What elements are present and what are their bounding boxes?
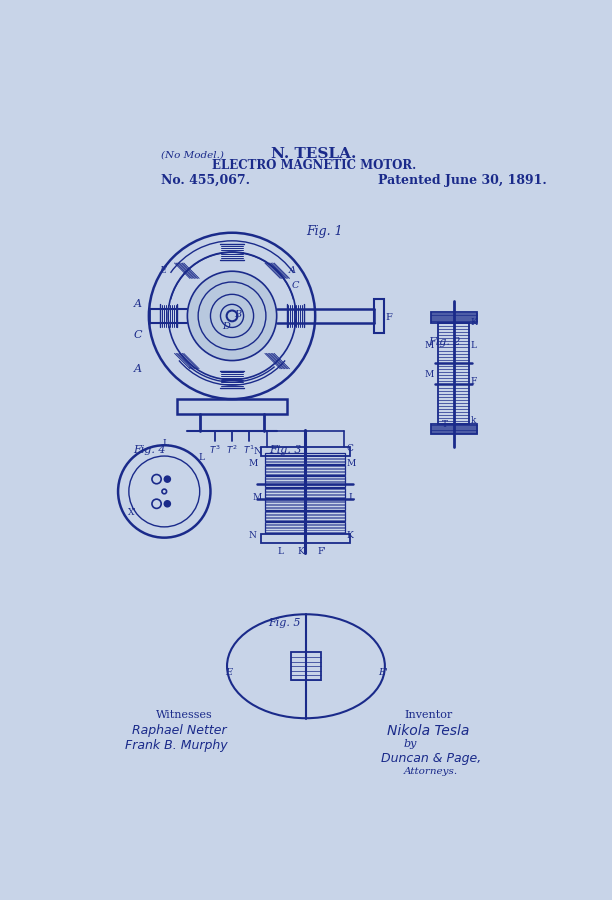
Text: E: E [225,668,233,677]
Text: M: M [248,459,258,468]
Text: Fig. 3: Fig. 3 [269,446,302,455]
Text: L: L [471,341,477,350]
Circle shape [164,476,170,482]
Text: C: C [134,329,143,340]
Bar [265,500,345,510]
Text: K: K [471,319,477,328]
Text: K: K [346,532,353,541]
Text: F: F [471,377,477,386]
Text: Fig. 5: Fig. 5 [268,617,300,627]
Text: A: A [134,299,142,309]
Circle shape [187,271,277,361]
Text: A: A [289,266,296,274]
Text: E': E' [378,668,388,677]
Text: T: T [442,419,448,429]
Text: B: B [234,310,242,319]
Text: Duncan & Page,: Duncan & Page, [381,752,481,765]
Text: K: K [298,547,305,556]
Text: Attorneys.: Attorneys. [404,767,458,776]
Text: M: M [425,341,434,350]
Text: Witnesses: Witnesses [156,710,212,720]
Bar [261,446,350,456]
Text: k: k [471,416,476,425]
Text: by: by [404,740,417,750]
Text: L: L [198,453,204,462]
Bar [291,652,321,680]
Text: ELECTRO MAGNETIC MOTOR.: ELECTRO MAGNETIC MOTOR. [212,158,416,172]
Text: N: N [249,532,257,541]
Bar [265,476,345,487]
Text: N. TESLA.: N. TESLA. [271,147,356,160]
Bar [265,464,345,475]
Text: X': X' [127,508,136,518]
Text: C: C [346,444,353,453]
Text: $T^1$: $T^1$ [243,444,255,456]
Text: Fig. 2: Fig. 2 [428,338,461,347]
Text: Raphael Netter: Raphael Netter [132,724,227,737]
Text: L: L [348,493,354,502]
Text: E: E [159,266,166,274]
Text: F': F' [318,547,327,556]
Bar [375,299,384,333]
Text: Inventor: Inventor [405,710,452,720]
Text: C: C [291,281,299,290]
Text: Fig. 1: Fig. 1 [306,225,343,238]
Text: M: M [425,370,434,379]
Text: (No Model.): (No Model.) [161,150,224,159]
Bar [265,488,345,499]
Text: M: M [347,459,356,468]
Text: D: D [222,322,230,331]
Text: F: F [386,313,392,322]
Text: Frank B. Murphy: Frank B. Murphy [125,740,228,752]
Text: $T^3$: $T^3$ [209,444,221,456]
Text: Fig. 4: Fig. 4 [133,446,166,455]
Text: Patented June 30, 1891.: Patented June 30, 1891. [378,175,547,187]
Bar [438,323,469,424]
Text: No. 455,067.: No. 455,067. [161,175,250,187]
Text: L: L [277,547,283,556]
Circle shape [164,500,170,507]
Bar [265,510,345,521]
Text: L: L [163,439,169,448]
Text: A: A [134,364,142,374]
Bar [431,424,477,435]
Text: $T^2$: $T^2$ [226,444,238,456]
Text: Nikola Tesla: Nikola Tesla [387,724,469,738]
Bar [261,534,350,543]
Bar [431,312,477,323]
Bar [265,522,345,533]
Text: N: N [253,446,261,455]
Text: M: M [253,493,262,502]
Bar [265,453,345,464]
Bar [177,399,288,415]
